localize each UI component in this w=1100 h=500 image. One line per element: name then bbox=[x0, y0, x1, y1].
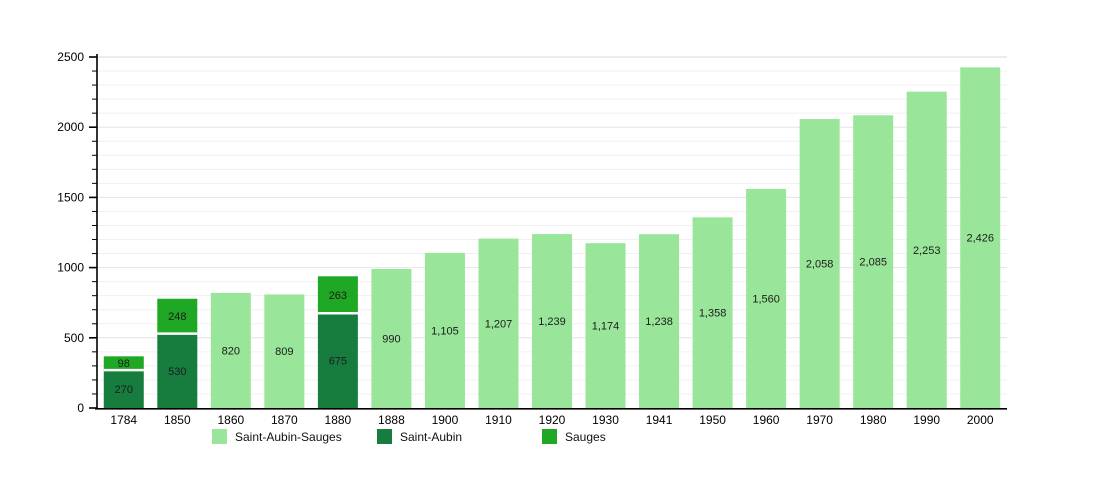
bar-1880-sauges bbox=[317, 276, 358, 314]
x-tick-label: 1980 bbox=[860, 413, 887, 427]
bar-2000-saint-aubin-sauges bbox=[960, 67, 1001, 409]
bar-value-label: 1,174 bbox=[592, 321, 620, 333]
y-tick-label: 2000 bbox=[57, 120, 84, 134]
bar-1784-saint-aubin bbox=[103, 370, 144, 408]
y-tick-label: 1500 bbox=[57, 190, 84, 204]
x-tick-label: 1880 bbox=[325, 413, 352, 427]
legend-label: Saint-Aubin-Sauges bbox=[235, 429, 342, 444]
x-tick-label: 1960 bbox=[753, 413, 780, 427]
bar-1888-saint-aubin-sauges bbox=[371, 269, 412, 408]
bar-1870-saint-aubin-sauges bbox=[264, 294, 305, 408]
bar-value-label: 1,358 bbox=[699, 308, 727, 320]
bar-value-label: 820 bbox=[222, 345, 240, 357]
y-tick-label: 0 bbox=[77, 401, 84, 415]
legend-swatch-saint-aubin bbox=[377, 429, 392, 444]
bar-value-label: 1,239 bbox=[538, 316, 566, 328]
y-tick-label: 500 bbox=[64, 331, 84, 345]
legend-item-sauges: Sauges bbox=[542, 429, 707, 444]
bar-value-label: 530 bbox=[168, 366, 186, 378]
bar-1880-saint-aubin bbox=[317, 313, 358, 408]
bar-1850-sauges bbox=[157, 298, 198, 334]
bar-value-label: 1,238 bbox=[645, 316, 673, 328]
x-tick-label: 2000 bbox=[967, 413, 994, 427]
y-tick-label: 2500 bbox=[57, 50, 84, 64]
bar-1990-saint-aubin-sauges bbox=[906, 91, 947, 408]
bar-1850-saint-aubin bbox=[157, 333, 198, 408]
chart-legend: Saint-Aubin-Sauges Saint-Aubin Sauges bbox=[212, 429, 707, 444]
bar-1910-saint-aubin-sauges bbox=[478, 238, 519, 408]
bar-1900-saint-aubin-sauges bbox=[424, 252, 465, 408]
bar-1960-saint-aubin-sauges bbox=[746, 188, 787, 408]
x-tick-label: 1784 bbox=[110, 413, 137, 427]
bar-1930-saint-aubin-sauges bbox=[585, 243, 626, 408]
bar-value-label: 263 bbox=[329, 290, 347, 302]
x-tick-label: 1970 bbox=[806, 413, 833, 427]
x-tick-label: 1860 bbox=[217, 413, 244, 427]
bar-value-label: 1,207 bbox=[485, 318, 513, 330]
bar-1860-saint-aubin-sauges bbox=[210, 292, 251, 408]
bar-value-label: 98 bbox=[118, 358, 130, 370]
bar-value-label: 990 bbox=[382, 334, 400, 346]
legend-item-saint-aubin: Saint-Aubin bbox=[377, 429, 542, 444]
bar-value-label: 809 bbox=[275, 346, 293, 358]
bar-value-label: 1,105 bbox=[431, 325, 459, 337]
x-tick-label: 1850 bbox=[164, 413, 191, 427]
legend-label: Saint-Aubin bbox=[400, 429, 463, 444]
bar-value-label: 1,560 bbox=[752, 293, 780, 305]
x-tick-label: 1930 bbox=[592, 413, 619, 427]
x-tick-label: 1900 bbox=[432, 413, 459, 427]
bar-1950-saint-aubin-sauges bbox=[692, 217, 733, 408]
x-tick-label: 1910 bbox=[485, 413, 512, 427]
bar-1784-sauges bbox=[103, 356, 144, 371]
legend-swatch-saint-aubin-sauges bbox=[212, 429, 227, 444]
x-tick-label: 1870 bbox=[271, 413, 298, 427]
bar-value-label: 2,426 bbox=[966, 233, 994, 245]
bar-value-label: 270 bbox=[115, 384, 133, 396]
x-tick-label: 1920 bbox=[539, 413, 566, 427]
bar-value-label: 2,253 bbox=[913, 245, 941, 257]
bar-value-label: 2,058 bbox=[806, 259, 834, 271]
bar-value-label: 675 bbox=[329, 356, 347, 368]
x-tick-label: 1950 bbox=[699, 413, 726, 427]
bar-1941-saint-aubin-sauges bbox=[639, 234, 680, 408]
bar-1980-saint-aubin-sauges bbox=[853, 115, 894, 409]
bar-value-label: 248 bbox=[168, 311, 186, 323]
bar-1970-saint-aubin-sauges bbox=[799, 119, 840, 409]
bar-value-label: 2,085 bbox=[859, 257, 887, 269]
x-tick-label: 1888 bbox=[378, 413, 405, 427]
x-tick-label: 1990 bbox=[913, 413, 940, 427]
legend-swatch-sauges bbox=[542, 429, 557, 444]
y-tick-label: 1000 bbox=[57, 261, 84, 275]
bar-1920-saint-aubin-sauges bbox=[532, 234, 572, 408]
legend-label: Sauges bbox=[565, 429, 606, 444]
x-tick-label: 1941 bbox=[646, 413, 673, 427]
legend-item-saint-aubin-sauges: Saint-Aubin-Sauges bbox=[212, 429, 377, 444]
